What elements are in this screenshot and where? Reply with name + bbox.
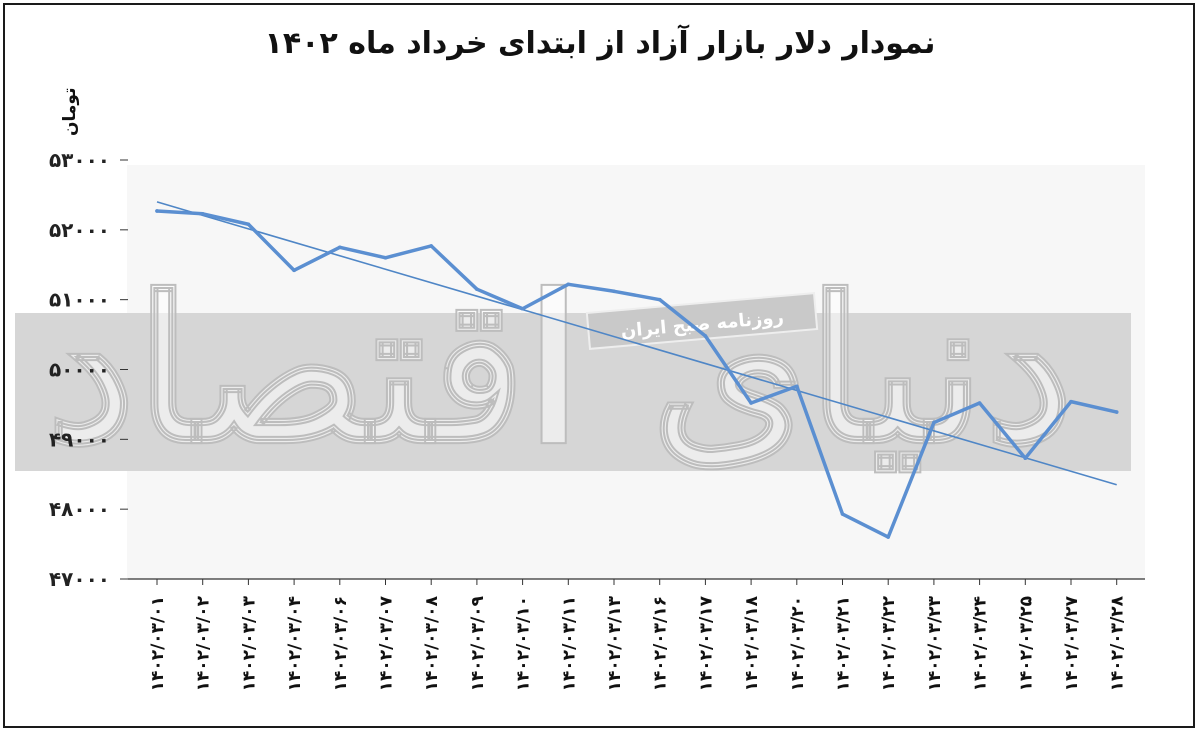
x-tick-label: ۱۴۰۲/۰۳/۱۷ bbox=[696, 595, 716, 691]
watermark-band bbox=[15, 313, 1131, 471]
x-tick-label: ۱۴۰۲/۰۳/۰۹ bbox=[468, 595, 488, 691]
x-tick-label: ۱۴۰۲/۰۳/۱۸ bbox=[742, 595, 762, 691]
data-point bbox=[383, 255, 388, 260]
trendline bbox=[156, 201, 1117, 486]
x-tick-label: ۱۴۰۲/۰۳/۰۴ bbox=[285, 596, 305, 691]
data-point bbox=[886, 535, 890, 539]
y-tick-label: ۵۰۰۰۰ bbox=[49, 358, 110, 382]
series-line bbox=[155, 209, 1119, 539]
watermark-brand: دنیای اقتصاد bbox=[46, 253, 1073, 488]
x-tick-label: ۱۴۰۲/۰۳/۰۶ bbox=[331, 596, 351, 691]
chart-title: نمودار دلار بازار آزاد از ابتدای خرداد م… bbox=[264, 26, 936, 61]
data-point bbox=[1114, 410, 1119, 414]
data-point bbox=[932, 420, 936, 425]
x-tick-label: ۱۴۰۲/۰۳/۰۲ bbox=[194, 595, 214, 691]
watermark-badge bbox=[585, 292, 819, 350]
y-tick-label: ۵۳۰۰۰ bbox=[49, 148, 110, 172]
x-tick-label: ۱۴۰۲/۰۳/۲۰ bbox=[788, 596, 808, 691]
x-tick-label: ۱۴۰۲/۰۳/۲۱ bbox=[834, 596, 854, 691]
y-tick-label: ۴۸۰۰۰ bbox=[49, 497, 110, 521]
data-point bbox=[840, 512, 845, 516]
data-point bbox=[338, 245, 342, 250]
x-tick-label: ۱۴۰۲/۰۳/۱۳ bbox=[605, 595, 625, 691]
x-tick-label: ۱۴۰۲/۰۳/۲۴ bbox=[971, 596, 991, 691]
data-point bbox=[475, 287, 479, 291]
data-point bbox=[977, 401, 982, 405]
x-tick-label: ۱۴۰۲/۰۳/۰۷ bbox=[377, 595, 397, 691]
x-tick-label: ۱۴۰۲/۰۳/۲۷ bbox=[1062, 595, 1082, 691]
data-point bbox=[1023, 456, 1028, 460]
x-tick-label: ۱۴۰۲/۰۳/۲۲ bbox=[879, 595, 899, 691]
data-point bbox=[246, 222, 251, 227]
x-tick-label: ۱۴۰۲/۰۳/۲۳ bbox=[925, 595, 945, 691]
data-point bbox=[795, 384, 799, 389]
data-point bbox=[566, 282, 571, 287]
data-point bbox=[1069, 399, 1073, 404]
x-tick-label: ۱۴۰۲/۰۳/۰۸ bbox=[422, 595, 442, 691]
data-point bbox=[657, 297, 662, 302]
x-tick-label: ۱۴۰۲/۰۳/۱۶ bbox=[651, 596, 671, 691]
data-point bbox=[200, 211, 205, 216]
data-point bbox=[155, 209, 159, 213]
y-tick-label: ۵۲۰۰۰ bbox=[49, 218, 110, 242]
x-tick-label: ۱۴۰۲/۰۳/۰۳ bbox=[239, 595, 259, 691]
data-point bbox=[292, 268, 296, 273]
data-point bbox=[612, 289, 616, 294]
y-tick-label: ۴۷۰۰۰ bbox=[49, 567, 110, 591]
x-tick-label: ۱۴۰۲/۰۳/۲۵ bbox=[1016, 596, 1036, 691]
x-tick-label: ۱۴۰۲/۰۳/۱۰ bbox=[514, 596, 534, 691]
data-point bbox=[520, 306, 525, 311]
y-tick-label: ۵۱۰۰۰ bbox=[49, 288, 110, 312]
x-tick-label: ۱۴۰۲/۰۳/۰۱ bbox=[148, 596, 168, 691]
data-point bbox=[703, 334, 708, 338]
y-tick-label: ۴۹۰۰۰ bbox=[49, 427, 110, 451]
data-point bbox=[429, 244, 434, 248]
x-tick-label: ۱۴۰۲/۰۳/۱۱ bbox=[559, 596, 579, 691]
x-tick-label: ۱۴۰۲/۰۳/۲۸ bbox=[1108, 595, 1128, 691]
data-point bbox=[749, 401, 753, 405]
